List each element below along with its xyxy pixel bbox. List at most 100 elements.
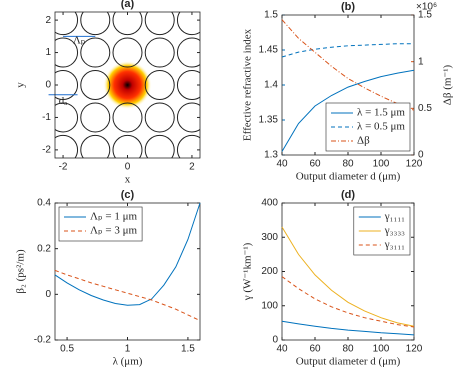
series-line: [54, 202, 201, 306]
series-line: [281, 69, 415, 152]
y-tick-label: 200: [261, 266, 278, 277]
x-axis-label: Output diameter d (μm): [296, 356, 401, 368]
air-hole: [177, 0, 206, 2]
x-tick-label: 2: [189, 162, 195, 173]
air-hole: [144, 134, 175, 158]
air-hole: [112, 12, 143, 36]
panel-title: (b): [341, 1, 355, 13]
air-hole: [210, 38, 239, 67]
y-tick-label: -2: [42, 145, 51, 156]
y-tick-label: -1: [42, 112, 51, 123]
legend-box: [58, 206, 143, 242]
y-tick-label: 100: [261, 300, 278, 311]
air-hole: [210, 135, 239, 164]
air-hole: [144, 102, 175, 133]
legend-label: λ = 1.5 μm: [357, 107, 405, 119]
panel-title: (c): [121, 189, 135, 201]
air-hole: [112, 37, 143, 68]
y-tick-label: 1.5: [264, 10, 278, 21]
x-tick-label: 100: [373, 344, 390, 355]
x-tick-label: 40: [276, 159, 288, 170]
x-tick-label: 120: [406, 344, 423, 355]
y2-tick-label: 0.5: [418, 103, 432, 114]
y-tick-label: 1.45: [259, 45, 279, 56]
panel-title: (a): [121, 0, 135, 10]
air-hole: [16, 38, 45, 67]
air-hole: [55, 12, 79, 36]
air-hole: [80, 134, 111, 158]
y2-tick-label: 1: [418, 56, 424, 67]
air-hole: [16, 135, 45, 164]
x-tick-label: 40: [276, 344, 288, 355]
y-tick-label: 0.4: [37, 198, 51, 209]
y2-tick-label: 0: [418, 150, 424, 161]
y-axis-label: Effective refractive index: [242, 28, 254, 141]
series-line: [281, 19, 415, 111]
legend-label: γ₁₁₁₁: [384, 211, 405, 223]
series-line: [54, 269, 201, 322]
series-line: [281, 226, 415, 327]
legend-label: γ₃₃₃₃: [384, 225, 405, 237]
y-tick-label: 0: [45, 289, 51, 300]
air-hole: [80, 102, 111, 133]
air-hole: [176, 12, 200, 36]
x-tick-label: 60: [309, 344, 321, 355]
air-hole: [144, 37, 175, 68]
air-hole: [81, 168, 110, 197]
y-tick-label: 0: [272, 335, 278, 346]
air-hole: [80, 12, 111, 36]
air-hole: [16, 6, 45, 35]
air-hole: [176, 134, 200, 158]
y-tick-label: 1.35: [259, 115, 279, 126]
annotation: dₐ: [59, 95, 68, 107]
x-tick-label: 80: [342, 159, 354, 170]
air-hole: [49, 0, 78, 2]
legend-label: γ₃₁₁₁: [384, 239, 405, 251]
air-hole: [176, 37, 200, 68]
air-hole: [81, 0, 110, 2]
air-hole: [210, 71, 239, 100]
series-line: [281, 43, 414, 58]
legend: Λₚ = 1 μm Λₚ = 3 μm: [58, 206, 143, 242]
mode-spot: [103, 60, 152, 110]
air-hole: [16, 103, 45, 132]
legend-label: Λₚ = 1 μm: [90, 211, 138, 223]
air-hole: [55, 134, 79, 158]
air-hole: [210, 0, 239, 2]
series-line: [281, 320, 415, 336]
legend-label: Δβ: [357, 135, 370, 147]
x-axis-label: λ (μm): [113, 356, 143, 368]
y2-tick-label: 1.5: [418, 10, 432, 21]
x-tick-label: 1: [125, 344, 131, 355]
air-hole: [210, 168, 239, 197]
y-tick-label: -0.2: [34, 335, 52, 346]
y-tick-label: 0.2: [37, 243, 51, 254]
air-hole: [16, 168, 45, 197]
x-tick-label: 80: [342, 344, 354, 355]
air-hole: [145, 0, 174, 2]
air-hole: [55, 37, 79, 68]
y-axis-label: γ (W⁻¹km⁻¹): [242, 242, 254, 301]
air-hole: [112, 134, 143, 158]
y-tick-label: 2: [45, 15, 51, 26]
x-tick-label: 120: [406, 159, 423, 170]
annotation: Λₚ: [73, 35, 86, 47]
air-hole: [210, 6, 239, 35]
air-hole: [210, 103, 239, 132]
legend: γ₁₁₁₁ γ₃₃₃₃ γ₃₁₁₁: [353, 206, 411, 256]
air-hole: [16, 0, 45, 2]
air-hole: [80, 70, 111, 100]
air-hole: [176, 70, 200, 100]
x-axis-label: x: [125, 174, 131, 186]
air-hole: [112, 102, 143, 133]
x-axis-label: Output diameter d (μm): [296, 171, 401, 183]
x-tick-label: 0: [125, 162, 131, 173]
air-hole: [55, 70, 79, 100]
y-tick-label: 1.4: [264, 80, 278, 91]
air-hole: [145, 168, 174, 197]
y-axis-label: β₂ (ps²/m): [15, 249, 27, 294]
x-tick-label: 1.5: [181, 344, 195, 355]
y-tick-label: 400: [261, 198, 278, 209]
x-tick-label: 100: [373, 159, 390, 170]
